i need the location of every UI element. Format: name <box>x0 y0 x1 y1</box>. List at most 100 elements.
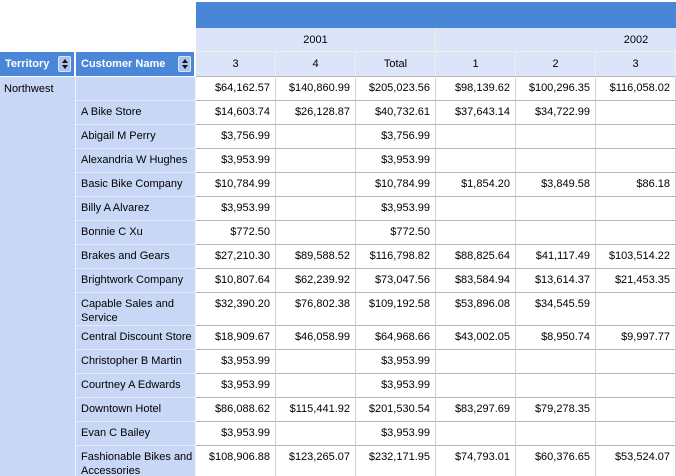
value-cell: $108,906.88 <box>196 446 276 476</box>
value-cell: $18,909.67 <box>196 326 276 350</box>
value-cell <box>596 149 676 173</box>
customer-name-header-label: Customer Name <box>81 58 166 70</box>
matrix-top-band <box>196 0 676 28</box>
table-row: Abigail M Perry $3,756.99 $3,756.99 <box>0 125 676 149</box>
value-cell <box>516 422 596 446</box>
value-cell <box>276 173 356 197</box>
customer-cell: Brakes and Gears <box>76 245 196 269</box>
table-row: Brakes and Gears $27,210.30 $89,588.52 $116… <box>0 245 676 269</box>
value-cell <box>276 197 356 221</box>
sort-down-arrow-icon <box>61 65 68 69</box>
customer-cell: Courtney A Edwards <box>76 374 196 398</box>
value-cell <box>516 221 596 245</box>
value-cell: $21,453.35 <box>596 269 676 293</box>
corner-spacer <box>0 0 196 28</box>
value-cell <box>516 149 596 173</box>
customer-cell: Christopher B Martin <box>76 350 196 374</box>
table-row: Alexandria W Hughes $3,953.99 $3,953.99 <box>0 149 676 173</box>
table-row: Brightwork Company $10,807.64 $62,239.92 $7… <box>0 269 676 293</box>
quarter-header: 1 <box>436 52 516 77</box>
table-row: Northwest $64,162.57 $140,860.99 $205,023.5… <box>0 77 676 476</box>
customer-cell: Abigail M Perry <box>76 125 196 149</box>
value-cell: $1,854.20 <box>436 173 516 197</box>
value-cell: $40,732.61 <box>356 101 436 125</box>
quarter-header: 3 <box>196 52 276 77</box>
customer-name-column-header: Customer Name <box>76 52 196 77</box>
value-cell <box>276 149 356 173</box>
customer-cell: Brightwork Company <box>76 269 196 293</box>
value-cell: $89,588.52 <box>276 245 356 269</box>
value-cell <box>596 125 676 149</box>
value-cell <box>276 221 356 245</box>
customer-cell: Billy A Alvarez <box>76 197 196 221</box>
table-row: Downtown Hotel $86,088.62 $115,441.92 $201,… <box>0 398 676 422</box>
value-cell <box>596 374 676 398</box>
matrix-body: Northwest $64,162.57 $140,860.99 $205,023.5… <box>0 77 676 476</box>
value-cell: $83,584.94 <box>436 269 516 293</box>
year-row-spacer <box>0 28 196 52</box>
value-cell: $3,756.99 <box>196 125 276 149</box>
table-row: Central Discount Store $18,909.67 $46,058.… <box>0 326 676 350</box>
customer-cell: Fashionable Bikes and Accessories <box>76 446 196 476</box>
customer-cell: Capable Sales and Service <box>76 293 196 326</box>
value-cell: $116,798.82 <box>356 245 436 269</box>
value-cell: $3,953.99 <box>196 350 276 374</box>
value-cell: $41,117.49 <box>516 245 596 269</box>
sort-customer-name-icon[interactable] <box>178 56 191 72</box>
value-cell: $27,210.30 <box>196 245 276 269</box>
value-cell: $3,953.99 <box>196 422 276 446</box>
value-cell: $3,953.99 <box>356 197 436 221</box>
value-cell <box>276 422 356 446</box>
customer-cell: Downtown Hotel <box>76 398 196 422</box>
value-cell: $123,265.07 <box>276 446 356 476</box>
table-row: Christopher B Martin $3,953.99 $3,953.99 <box>0 350 676 374</box>
value-cell: $34,545.59 <box>516 293 596 326</box>
value-cell: $232,171.95 <box>356 446 436 476</box>
value-cell: $53,896.08 <box>436 293 516 326</box>
value-cell <box>276 125 356 149</box>
table-row: Bonnie C Xu $772.50 $772.50 <box>0 221 676 245</box>
column-header-row: Territory Customer Name 3 4 Total 1 2 3 <box>0 52 676 77</box>
value-cell: $98,139.62 <box>436 77 516 101</box>
customer-cell: Basic Bike Company <box>76 173 196 197</box>
value-cell <box>596 422 676 446</box>
value-cell <box>516 197 596 221</box>
value-cell: $3,953.99 <box>196 197 276 221</box>
customer-cell: Bonnie C Xu <box>76 221 196 245</box>
value-cell: $46,058.99 <box>276 326 356 350</box>
value-cell: $86.18 <box>596 173 676 197</box>
value-cell <box>596 293 676 326</box>
value-cell: $53,524.07 <box>596 446 676 476</box>
sort-territory-icon[interactable] <box>58 56 71 72</box>
value-cell <box>596 221 676 245</box>
value-cell <box>516 374 596 398</box>
value-cell: $10,784.99 <box>356 173 436 197</box>
value-cell: $772.50 <box>196 221 276 245</box>
value-cell: $88,825.64 <box>436 245 516 269</box>
year-group-2001: 2001 <box>196 28 436 52</box>
value-cell: $10,807.64 <box>196 269 276 293</box>
value-cell: $76,802.38 <box>276 293 356 326</box>
customer-cell <box>76 77 196 101</box>
value-cell: $115,441.92 <box>276 398 356 422</box>
value-cell: $9,997.77 <box>596 326 676 350</box>
value-cell: $62,239.92 <box>276 269 356 293</box>
territory-cell: Northwest <box>0 77 76 476</box>
value-cell: $205,023.56 <box>356 77 436 101</box>
value-cell: $3,953.99 <box>356 350 436 374</box>
value-cell: $83,297.69 <box>436 398 516 422</box>
table-row: Billy A Alvarez $3,953.99 $3,953.99 <box>0 197 676 221</box>
sort-up-arrow-icon <box>181 59 188 63</box>
value-cell: $140,860.99 <box>276 77 356 101</box>
value-cell <box>516 350 596 374</box>
value-cell: $3,756.99 <box>356 125 436 149</box>
value-cell <box>596 350 676 374</box>
value-cell: $201,530.54 <box>356 398 436 422</box>
quarter-header: 2 <box>516 52 596 77</box>
table-row: Basic Bike Company $10,784.99 $10,784.99 $1… <box>0 173 676 197</box>
sort-down-arrow-icon <box>181 65 188 69</box>
value-cell: $3,849.58 <box>516 173 596 197</box>
customer-cell: A Bike Store <box>76 101 196 125</box>
